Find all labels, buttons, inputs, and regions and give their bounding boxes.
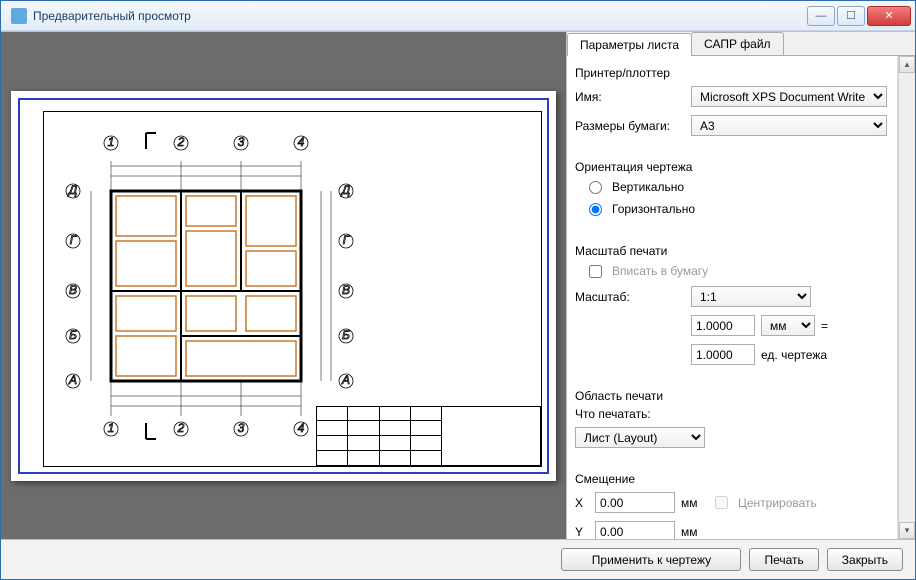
print-preview-window: Предварительный просмотр — ☐ ✕ <box>0 0 916 580</box>
label-paper-size: Размеры бумаги: <box>575 119 685 133</box>
label-offset-y: Y <box>575 525 589 539</box>
svg-text:А: А <box>341 373 350 387</box>
check-center <box>715 496 728 509</box>
group-offset: Смещение <box>575 472 887 486</box>
group-area: Область печати <box>575 389 887 403</box>
preview-pane: 1 2 3 4 1 2 3 4 Д Г В Б <box>1 32 567 539</box>
title-block <box>316 406 541 466</box>
minimize-button[interactable]: — <box>807 6 835 26</box>
scroll-up-icon[interactable]: ▴ <box>899 56 915 73</box>
check-fit-to-paper[interactable] <box>589 265 602 278</box>
group-printer: Принтер/плоттер <box>575 66 887 80</box>
select-print-area[interactable]: Лист (Layout) <box>575 427 705 448</box>
close-button[interactable]: ✕ <box>867 6 911 26</box>
svg-text:Д: Д <box>67 183 78 197</box>
scroll-down-icon[interactable]: ▾ <box>899 522 915 539</box>
label-printer-name: Имя: <box>575 90 685 104</box>
input-paper-units[interactable] <box>691 315 755 336</box>
input-offset-x[interactable] <box>595 492 675 513</box>
svg-text:2: 2 <box>177 135 185 149</box>
tab-sheet-params[interactable]: Параметры листа <box>567 33 692 56</box>
label-scale: Масштаб: <box>575 290 685 304</box>
group-orientation: Ориентация чертежа <box>575 160 887 174</box>
svg-text:А: А <box>68 373 77 387</box>
window-title: Предварительный просмотр <box>33 9 807 23</box>
panel-scrollbar[interactable]: ▴ ▾ <box>898 56 915 539</box>
svg-text:Б: Б <box>342 328 350 342</box>
svg-text:3: 3 <box>238 421 245 435</box>
radio-portrait[interactable] <box>589 181 602 194</box>
maximize-button[interactable]: ☐ <box>837 6 865 26</box>
label-drawing-units: ед. чертежа <box>761 348 827 362</box>
label-offset-x-unit: мм <box>681 496 709 510</box>
select-printer[interactable]: Microsoft XPS Document Write <box>691 86 887 107</box>
input-offset-y[interactable] <box>595 521 675 539</box>
floorplan-drawing: 1 2 3 4 1 2 3 4 Д Г В Б <box>61 121 361 441</box>
app-icon <box>11 8 27 24</box>
close-dialog-button[interactable]: Закрыть <box>827 548 903 571</box>
svg-text:В: В <box>342 283 350 297</box>
svg-text:3: 3 <box>238 135 245 149</box>
svg-text:2: 2 <box>177 421 185 435</box>
label-offset-y-unit: мм <box>681 525 698 539</box>
radio-landscape[interactable] <box>589 203 602 216</box>
group-scale: Масштаб печати <box>575 244 887 258</box>
svg-text:В: В <box>69 283 77 297</box>
svg-text:1: 1 <box>108 135 115 149</box>
label-what-to-print: Что печатать: <box>575 407 887 421</box>
svg-text:Д: Д <box>340 183 351 197</box>
svg-text:4: 4 <box>298 135 305 149</box>
label-center: Центрировать <box>738 496 817 510</box>
label-equals: = <box>821 319 828 333</box>
tab-cad-file[interactable]: САПР файл <box>691 32 784 55</box>
titlebar[interactable]: Предварительный просмотр — ☐ ✕ <box>1 1 915 31</box>
input-drawing-units[interactable] <box>691 344 755 365</box>
select-paper-unit[interactable]: мм <box>761 315 815 336</box>
apply-to-drawing-button[interactable]: Применить к чертежу <box>561 548 741 571</box>
svg-text:4: 4 <box>298 421 305 435</box>
print-button[interactable]: Печать <box>749 548 818 571</box>
label-fit-to-paper: Вписать в бумагу <box>612 264 708 278</box>
select-scale[interactable]: 1:1 <box>691 286 811 307</box>
footer: Применить к чертежу Печать Закрыть <box>1 539 915 579</box>
settings-pane: Параметры листа САПР файл Принтер/плотте… <box>567 32 915 539</box>
tabs: Параметры листа САПР файл <box>567 32 915 56</box>
label-offset-x: X <box>575 496 589 510</box>
svg-text:1: 1 <box>108 421 115 435</box>
paper-preview: 1 2 3 4 1 2 3 4 Д Г В Б <box>11 91 556 481</box>
svg-text:Б: Б <box>69 328 77 342</box>
label-portrait: Вертикально <box>612 180 684 194</box>
label-landscape: Горизонтально <box>612 202 695 216</box>
select-paper-size[interactable]: A3 <box>691 115 887 136</box>
